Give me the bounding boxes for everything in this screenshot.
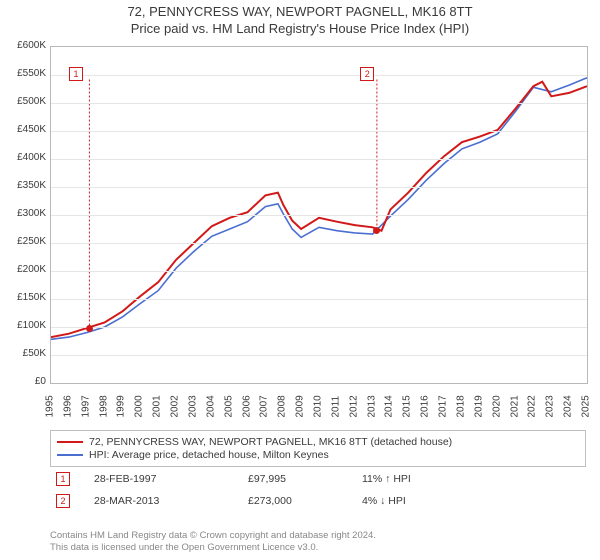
annotation-marker: 1	[56, 472, 70, 486]
annotation-date: 28-FEB-1997	[94, 473, 244, 485]
gridline	[51, 131, 587, 132]
x-tick-label: 2021	[509, 394, 520, 418]
x-tick-label: 2015	[402, 394, 413, 418]
x-tick-label: 2007	[259, 394, 270, 418]
x-tick-label: 2014	[384, 394, 395, 418]
x-tick-label: 2013	[366, 394, 377, 418]
y-tick-label: £350K	[0, 180, 46, 191]
y-tick-label: £0	[0, 376, 46, 387]
annotation-delta: 4% ↓ HPI	[362, 495, 472, 507]
legend-swatch	[57, 441, 83, 443]
legend-row: 72, PENNYCRESS WAY, NEWPORT PAGNELL, MK1…	[57, 436, 579, 448]
x-tick-label: 2009	[295, 394, 306, 418]
y-tick-label: £250K	[0, 236, 46, 247]
gridline	[51, 159, 587, 160]
legend-label: 72, PENNYCRESS WAY, NEWPORT PAGNELL, MK1…	[89, 436, 452, 448]
x-tick-label: 2005	[223, 394, 234, 418]
x-tick-label: 2008	[277, 394, 288, 418]
annotation-delta: 11% ↑ HPI	[362, 473, 472, 485]
x-tick-label: 2019	[473, 394, 484, 418]
x-tick-label: 2016	[420, 394, 431, 418]
x-tick-label: 2017	[438, 394, 449, 418]
y-tick-label: £200K	[0, 264, 46, 275]
gridline	[51, 243, 587, 244]
y-tick-label: £500K	[0, 96, 46, 107]
title-line-1: 72, PENNYCRESS WAY, NEWPORT PAGNELL, MK1…	[0, 4, 600, 19]
legend-label: HPI: Average price, detached house, Milt…	[89, 449, 329, 461]
x-tick-label: 2001	[152, 394, 163, 418]
x-tick-label: 1999	[116, 394, 127, 418]
legend-row: HPI: Average price, detached house, Milt…	[57, 449, 579, 461]
x-tick-label: 2010	[313, 394, 324, 418]
x-tick-label: 2006	[241, 394, 252, 418]
annotation-marker: 2	[56, 494, 70, 508]
legend-box: 72, PENNYCRESS WAY, NEWPORT PAGNELL, MK1…	[50, 430, 586, 467]
y-tick-label: £600K	[0, 40, 46, 51]
legend-swatch	[57, 454, 83, 456]
y-tick-label: £50K	[0, 348, 46, 359]
chart-figure: 72, PENNYCRESS WAY, NEWPORT PAGNELL, MK1…	[0, 0, 600, 560]
footer-attribution: Contains HM Land Registry data © Crown c…	[50, 530, 586, 554]
annotation-date: 28-MAR-2013	[94, 495, 244, 507]
x-tick-label: 2000	[134, 394, 145, 418]
x-tick-label: 1997	[80, 394, 91, 418]
x-tick-label: 2004	[205, 394, 216, 418]
sale-dot	[373, 227, 380, 234]
gridline	[51, 215, 587, 216]
gridline	[51, 355, 587, 356]
x-tick-label: 2018	[455, 394, 466, 418]
gridline	[51, 75, 587, 76]
x-tick-label: 1995	[45, 394, 56, 418]
x-tick-label: 2022	[527, 394, 538, 418]
x-tick-label: 1996	[62, 394, 73, 418]
annotation-price: £273,000	[248, 495, 358, 507]
sale-dot	[86, 325, 93, 332]
x-tick-label: 2024	[563, 394, 574, 418]
y-tick-label: £400K	[0, 152, 46, 163]
x-tick-label: 2011	[330, 394, 341, 418]
gridline	[51, 187, 587, 188]
y-tick-label: £300K	[0, 208, 46, 219]
y-tick-label: £100K	[0, 320, 46, 331]
annotation-table: 1 28-FEB-1997 £97,995 11% ↑ HPI 2 28-MAR-2013…	[50, 470, 586, 518]
y-tick-label: £550K	[0, 68, 46, 79]
x-tick-label: 1998	[98, 394, 109, 418]
x-tick-label: 2003	[187, 394, 198, 418]
y-tick-label: £450K	[0, 124, 46, 135]
footer-line-2: This data is licensed under the Open Gov…	[50, 542, 586, 554]
annotation-row: 1 28-FEB-1997 £97,995 11% ↑ HPI	[56, 472, 580, 486]
gridline	[51, 271, 587, 272]
x-tick-label: 2012	[348, 394, 359, 418]
chart-marker: 2	[360, 67, 374, 81]
title-line-2: Price paid vs. HM Land Registry's House …	[0, 21, 600, 36]
y-tick-label: £150K	[0, 292, 46, 303]
plot-area: 12	[50, 46, 588, 384]
annotation-price: £97,995	[248, 473, 358, 485]
footer-line-1: Contains HM Land Registry data © Crown c…	[50, 530, 586, 542]
chart-marker: 1	[69, 67, 83, 81]
x-tick-label: 2025	[581, 394, 592, 418]
series-line	[51, 78, 587, 340]
x-tick-label: 2020	[491, 394, 502, 418]
x-tick-label: 2002	[170, 394, 181, 418]
x-axis-labels: 1995199619971998199920002001200220032004…	[50, 388, 586, 424]
title-block: 72, PENNYCRESS WAY, NEWPORT PAGNELL, MK1…	[0, 0, 600, 36]
gridline	[51, 103, 587, 104]
gridline	[51, 299, 587, 300]
x-tick-label: 2023	[545, 394, 556, 418]
annotation-row: 2 28-MAR-2013 £273,000 4% ↓ HPI	[56, 494, 580, 508]
gridline	[51, 327, 587, 328]
